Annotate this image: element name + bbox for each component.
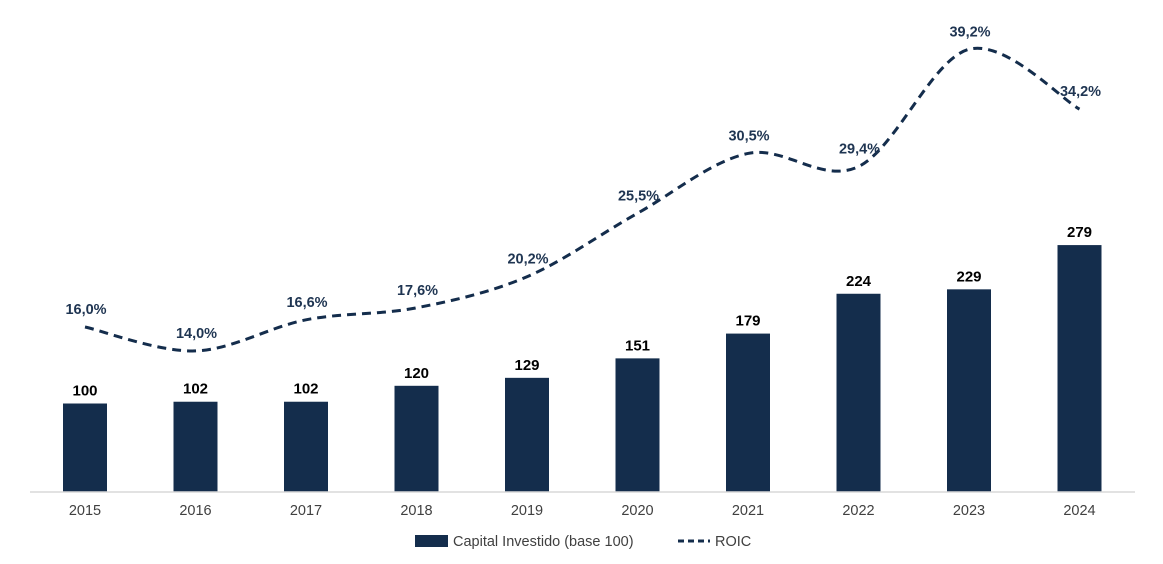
bar-value-label-2020: 151 <box>625 337 650 354</box>
roic-value-label-2023: 39,2% <box>949 24 990 40</box>
legend-line-label: ROIC <box>715 534 751 550</box>
x-tick-2020: 2020 <box>621 503 653 519</box>
bar-value-label-2017: 102 <box>293 381 318 398</box>
x-tick-2024: 2024 <box>1063 503 1095 519</box>
bar-2019 <box>505 377 549 492</box>
bar-2020 <box>615 358 660 492</box>
roic-value-label-2020: 25,5% <box>618 188 659 204</box>
x-tick-2017: 2017 <box>290 503 322 519</box>
bar-2021 <box>726 333 770 492</box>
roic-value-label-2016: 14,0% <box>176 326 217 342</box>
x-axis-tick-labels: 2015 2016 2017 2018 2019 2020 2021 2022 2023 2024 <box>69 503 1096 519</box>
x-tick-2015: 2015 <box>69 503 101 519</box>
bar-value-label-2023: 229 <box>956 268 981 285</box>
roic-value-label-2024: 34,2% <box>1060 84 1101 100</box>
bar-value-label-2021: 179 <box>735 313 760 330</box>
bar-2015 <box>63 403 107 492</box>
x-tick-2018: 2018 <box>400 503 432 519</box>
x-tick-2021: 2021 <box>732 503 764 519</box>
roic-value-label-2017: 16,6% <box>286 295 327 311</box>
bar-2022 <box>836 293 881 492</box>
bar-2018 <box>394 385 439 492</box>
x-tick-2023: 2023 <box>953 503 985 519</box>
bar-2017 <box>284 401 328 492</box>
bar-data-labels: 100 102 102 120 129 151 179 224 229 279 <box>72 224 1092 399</box>
bar-2016 <box>173 401 218 492</box>
bar-value-label-2018: 120 <box>404 365 429 382</box>
bar-value-label-2015: 100 <box>72 383 97 400</box>
bar-value-label-2019: 129 <box>514 357 539 374</box>
bars-series <box>63 245 1102 492</box>
bar-value-label-2022: 224 <box>846 273 872 290</box>
x-tick-2019: 2019 <box>511 503 543 519</box>
roic-value-label-2021: 30,5% <box>728 128 769 144</box>
bar-value-label-2024: 279 <box>1067 224 1092 241</box>
bar-value-label-2016: 102 <box>183 381 208 398</box>
legend-bar-label: Capital Investido (base 100) <box>453 534 634 550</box>
roic-value-label-2019: 20,2% <box>507 252 548 268</box>
x-tick-2016: 2016 <box>179 503 211 519</box>
x-tick-2022: 2022 <box>842 503 874 519</box>
roic-line <box>84 46 1081 353</box>
legend: Capital Investido (base 100) ROIC <box>415 534 751 550</box>
bar-2024 <box>1057 245 1102 492</box>
roic-value-label-2022: 29,4% <box>839 142 880 158</box>
legend-bar-swatch <box>415 535 448 547</box>
roic-data-labels: 16,0% 14,0% 16,6% 17,6% 20,2% 25,5% 30,5% 29,4%… <box>65 24 1101 342</box>
bar-2023 <box>947 289 991 492</box>
roic-value-label-2015: 16,0% <box>65 302 106 318</box>
roic-value-label-2018: 17,6% <box>397 283 438 299</box>
